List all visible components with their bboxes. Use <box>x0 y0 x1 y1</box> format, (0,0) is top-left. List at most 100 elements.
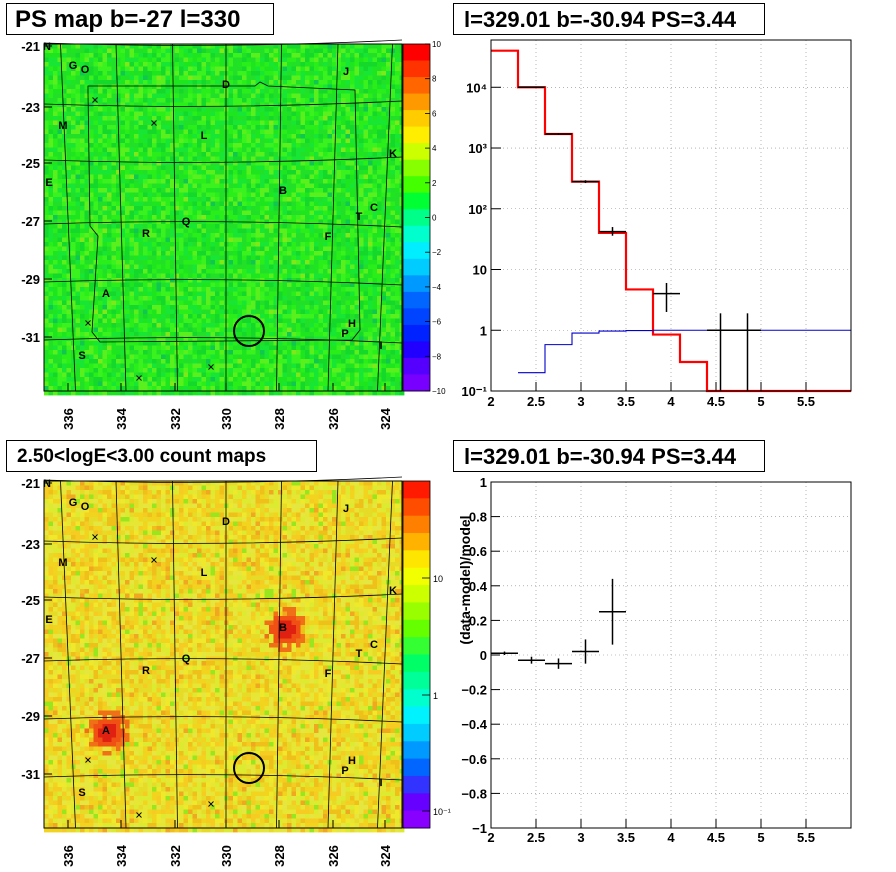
source-label: O <box>81 64 90 76</box>
longitude-tick-label: 330 <box>219 845 234 867</box>
longitude-tick-label: 336 <box>61 408 76 430</box>
colorbar-tick-label: −8 <box>432 352 442 361</box>
latitude-tick-label: -29 <box>21 272 40 287</box>
colorbar-segment <box>403 143 430 161</box>
y-tick-label: 0.6 <box>469 544 487 559</box>
y-axis-label: (data-model)/model <box>457 515 473 644</box>
source-label: B <box>279 622 287 634</box>
colorbar-segment <box>403 654 430 673</box>
x-tick-label: 5 <box>757 830 764 845</box>
source-label: C <box>370 639 378 651</box>
longitude-gridline <box>172 480 178 829</box>
latitude-tick-label: -31 <box>21 767 40 782</box>
colorbar-segment <box>403 159 430 177</box>
source-label: P <box>341 328 348 340</box>
source-label: P <box>341 765 348 777</box>
source-label: D <box>222 79 230 91</box>
latitude-tick-label: -31 <box>21 330 40 345</box>
y-tick-label: 0.2 <box>469 613 487 628</box>
source-label: Q <box>182 653 191 665</box>
latitude-gridline <box>43 593 403 600</box>
latitude-tick-label: -27 <box>21 651 40 666</box>
colorbar-segment <box>403 723 430 742</box>
colorbar-tick-label: 10 <box>432 40 441 49</box>
colorbar-segment <box>403 44 430 62</box>
colorbar-segment <box>403 209 430 227</box>
longitude-tick-label: 324 <box>378 844 393 866</box>
latitude-gridline <box>43 716 403 723</box>
x-tick-label: 2 <box>487 394 494 409</box>
latitude-tick-label: -23 <box>21 100 40 115</box>
x-tick-label: 5.5 <box>797 394 815 409</box>
x-tick-label: 2.5 <box>527 830 545 845</box>
longitude-gridline <box>60 480 76 829</box>
longitude-gridline <box>377 480 393 829</box>
source-cross <box>151 120 157 126</box>
source-cross <box>208 364 214 370</box>
y-tick-label: 10⁴ <box>466 80 487 95</box>
latitude-tick-label: -29 <box>21 709 40 724</box>
colorbar-segment <box>403 498 430 517</box>
source-label: L <box>201 130 208 142</box>
y-tick-label: −0.4 <box>461 717 487 732</box>
longitude-tick-label: 326 <box>326 845 341 867</box>
ps-map-panel: N G O J D M L K E B CT Q R F A HP I S -21 -23 -25 -27 -29 -31 33… <box>21 39 446 430</box>
colorbar-tick-label: 6 <box>432 109 437 118</box>
colorbar-segment <box>403 775 430 794</box>
longitude-tick-label: 332 <box>168 845 183 867</box>
colorbar-segment <box>403 60 430 78</box>
y-tick-label: −0.8 <box>461 786 487 801</box>
latitude-tick-label: -23 <box>21 537 40 552</box>
spectrum-title: l=329.01 b=-30.94 PS=3.44 <box>453 3 765 35</box>
target-circle <box>233 315 265 347</box>
source-label: C <box>370 202 378 214</box>
colorbar-frame <box>402 480 431 829</box>
colorbar-segment <box>403 93 430 111</box>
x-tick-label: 4 <box>667 830 675 845</box>
longitude-gridline <box>327 43 339 392</box>
latitude-gridline <box>43 658 403 665</box>
y-tick-label: −0.2 <box>461 683 487 698</box>
colorbar-tick-label: 10⁻¹ <box>433 807 451 817</box>
y-tick-label: 10³ <box>468 141 487 156</box>
colorbar-tick-label: −6 <box>432 318 442 327</box>
longitude-tick-label: 332 <box>168 408 183 430</box>
colorbar-segment <box>403 374 430 392</box>
longitude-tick-label: 324 <box>378 407 393 429</box>
source-label: A <box>102 288 110 300</box>
x-tick-label: 4.5 <box>707 830 725 845</box>
y-tick-label: 0.4 <box>469 579 488 594</box>
longitude-tick-label: 334 <box>114 844 129 866</box>
colorbar-segment <box>403 341 430 359</box>
colorbar-segment <box>403 758 430 777</box>
x-tick-label: 3.5 <box>617 394 635 409</box>
colorbar-tick-label: −4 <box>432 283 442 292</box>
x-tick-label: 2.5 <box>527 394 545 409</box>
colorbar-segment <box>403 258 430 276</box>
y-tick-label: −1 <box>472 821 487 836</box>
source-label: J <box>343 66 349 78</box>
latitude-gridline <box>43 337 403 344</box>
colorbar-segment <box>403 567 430 586</box>
source-cross <box>208 801 214 807</box>
longitude-tick-label: 330 <box>219 408 234 430</box>
colorbar-segment <box>403 741 430 760</box>
colorbar-segment <box>403 810 430 829</box>
ps-map-title: PS map b=-27 l=330 <box>6 3 274 35</box>
colorbar-segment <box>403 308 430 326</box>
longitude-gridline <box>115 43 127 392</box>
source-cross <box>85 320 91 326</box>
colorbar-segment <box>403 793 430 812</box>
source-label: L <box>201 567 208 579</box>
longitude-gridline <box>276 43 282 392</box>
colorbar-tick-label: −10 <box>432 387 446 396</box>
longitude-tick-label: 336 <box>61 845 76 867</box>
colorbar-tick-label: 0 <box>432 214 437 223</box>
source-label: I <box>379 340 382 352</box>
source-label: G <box>69 497 78 509</box>
colorbar-segment <box>403 671 430 690</box>
y-tick-label: 10² <box>468 202 487 217</box>
source-label: S <box>78 350 85 362</box>
colorbar-segment <box>403 77 430 95</box>
